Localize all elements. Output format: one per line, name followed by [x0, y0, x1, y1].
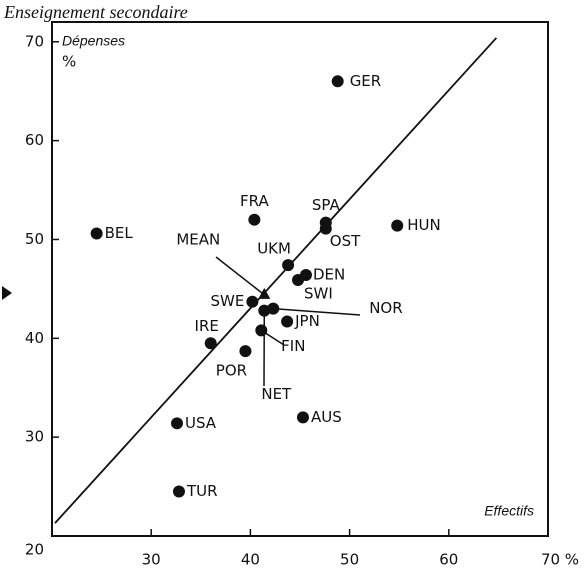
point [391, 219, 404, 232]
x-tick-label: 40 [241, 551, 260, 569]
point-label: UKM [257, 240, 291, 258]
point [204, 337, 217, 350]
y-tick-label: 60 [25, 131, 44, 149]
point [170, 417, 183, 430]
point-label: FIN [281, 337, 305, 355]
point-label: JPN [294, 312, 320, 330]
x-axis-label: Effectifs [484, 503, 534, 519]
point-label: DEN [313, 266, 345, 284]
x-tick-label: 70 % [541, 551, 579, 569]
point [255, 324, 268, 337]
point [292, 273, 305, 286]
point-label: USA [185, 414, 217, 432]
point-label: MEAN [176, 230, 220, 248]
y-tick-label: 40 [25, 329, 44, 347]
point-label: NET [261, 385, 292, 403]
point [331, 75, 344, 88]
plot-frame [51, 21, 549, 537]
point [239, 345, 252, 358]
y-axis-unit: % [62, 53, 76, 71]
leader-line [215, 256, 265, 296]
point-label: FRA [240, 192, 269, 210]
x-tick-label: 60 [439, 551, 458, 569]
point [248, 213, 261, 226]
point-label: TUR [186, 482, 218, 500]
point [296, 411, 309, 424]
point [258, 304, 271, 317]
point-label: NOR [369, 299, 402, 317]
y-tick-label: 70 [25, 32, 44, 50]
chart-title: Enseignement secondaire [3, 2, 188, 22]
y-tick-label: 30 [25, 428, 44, 446]
point [90, 227, 103, 240]
point-label: SPA [312, 196, 341, 214]
x-tick-label: 50 [340, 551, 359, 569]
leader-line [273, 307, 361, 316]
point-label: GER [350, 72, 382, 90]
point-label: AUS [311, 408, 342, 426]
point-label: BEL [105, 224, 134, 242]
point [282, 259, 295, 272]
point [319, 222, 332, 235]
point-label: SWI [304, 284, 333, 302]
fit-line [54, 37, 498, 524]
y-tick-label: 20 [25, 541, 44, 559]
pointer [2, 286, 12, 300]
point-label: IRE [195, 317, 219, 335]
point-label: SWE [211, 292, 245, 310]
point [172, 485, 185, 498]
point-label: POR [216, 362, 247, 380]
point [258, 287, 271, 299]
point [267, 302, 280, 315]
y-tick-label: 50 [25, 230, 44, 248]
point-label: OST [330, 232, 361, 250]
point [246, 295, 259, 308]
point [281, 315, 294, 328]
y-axis-label: Dépenses [62, 33, 125, 49]
x-tick-label: 30 [142, 551, 161, 569]
point-label: HUN [407, 216, 440, 234]
